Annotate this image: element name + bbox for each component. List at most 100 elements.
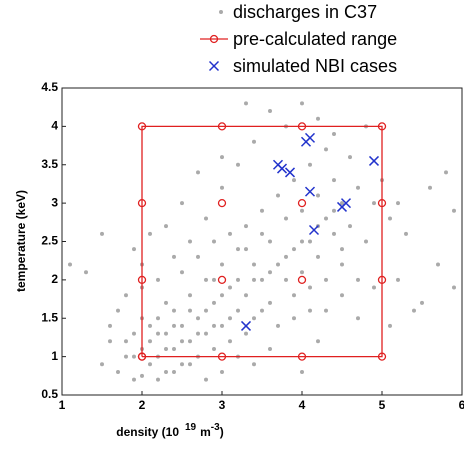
x-stroke <box>340 198 352 209</box>
point <box>100 231 104 236</box>
point <box>332 208 336 213</box>
point <box>164 300 168 305</box>
point <box>348 224 352 229</box>
point <box>260 277 264 282</box>
point <box>196 316 200 321</box>
point <box>156 277 160 282</box>
point <box>316 254 320 259</box>
point <box>188 308 192 313</box>
y-tick-label: 1 <box>51 349 58 363</box>
x-stroke <box>240 320 252 331</box>
point <box>204 331 208 336</box>
point <box>180 339 184 344</box>
point <box>164 369 168 374</box>
point <box>217 198 227 208</box>
point <box>116 308 120 313</box>
point <box>252 262 256 267</box>
point <box>396 277 400 282</box>
point <box>124 293 128 298</box>
point <box>148 323 152 328</box>
point <box>140 373 144 378</box>
point <box>332 132 336 137</box>
x-label-unit-exp: -3 <box>211 422 220 433</box>
point <box>276 193 280 198</box>
point <box>108 323 112 328</box>
point <box>284 216 288 221</box>
series-line <box>141 125 383 358</box>
point <box>252 316 256 321</box>
point <box>212 239 216 244</box>
point <box>444 170 448 175</box>
x-label-end: ) <box>220 425 224 439</box>
x-stroke <box>368 155 380 166</box>
point <box>276 163 288 174</box>
point <box>292 293 296 298</box>
point <box>268 109 272 114</box>
legend-marker <box>208 60 220 72</box>
point <box>252 277 256 282</box>
point <box>244 101 248 106</box>
point <box>332 178 336 183</box>
point <box>204 277 208 282</box>
point <box>164 331 168 336</box>
x-label-text: density (10 <box>116 425 179 439</box>
point <box>308 285 312 290</box>
x-axis-label: density (10 19 m-3) <box>116 422 223 440</box>
point <box>316 116 320 121</box>
x-label-unit: m <box>200 425 211 439</box>
point <box>84 270 88 275</box>
point <box>260 308 264 313</box>
point <box>156 377 160 382</box>
point <box>212 346 216 351</box>
point <box>300 208 304 213</box>
point <box>260 208 264 213</box>
legend-marker <box>219 10 223 14</box>
point <box>204 216 208 221</box>
point <box>364 239 368 244</box>
point <box>268 239 272 244</box>
point <box>340 198 352 209</box>
point <box>124 339 128 344</box>
point <box>172 346 176 351</box>
point <box>204 308 208 313</box>
point <box>137 352 147 361</box>
x-tick-label: 6 <box>459 398 464 412</box>
point <box>180 362 184 367</box>
point <box>228 285 232 290</box>
point <box>252 139 256 144</box>
point <box>300 270 304 275</box>
point <box>172 254 176 259</box>
point <box>188 239 192 244</box>
y-tick-label: 4.5 <box>41 80 58 94</box>
point <box>196 254 200 259</box>
point <box>308 308 312 313</box>
point <box>132 331 136 336</box>
point <box>220 293 224 298</box>
point <box>276 262 280 267</box>
point <box>132 377 136 382</box>
point <box>332 231 336 236</box>
point <box>220 185 224 190</box>
y-tick-label: 3 <box>51 195 58 209</box>
point <box>148 362 152 367</box>
point <box>308 239 312 244</box>
point <box>292 316 296 321</box>
point <box>188 293 192 298</box>
point <box>180 323 184 328</box>
y-tick-label: 2.5 <box>41 234 58 248</box>
y-tick-label: 0.5 <box>41 387 58 401</box>
point <box>220 369 224 374</box>
point <box>148 339 152 344</box>
point <box>340 201 344 206</box>
point <box>356 185 360 190</box>
point <box>228 316 232 321</box>
x-stroke <box>304 132 316 143</box>
x-stroke <box>276 163 288 174</box>
point <box>348 155 352 160</box>
y-tick-label: 2 <box>51 272 58 286</box>
point <box>316 339 320 344</box>
point <box>137 198 147 208</box>
point <box>217 352 227 361</box>
point <box>252 362 256 367</box>
